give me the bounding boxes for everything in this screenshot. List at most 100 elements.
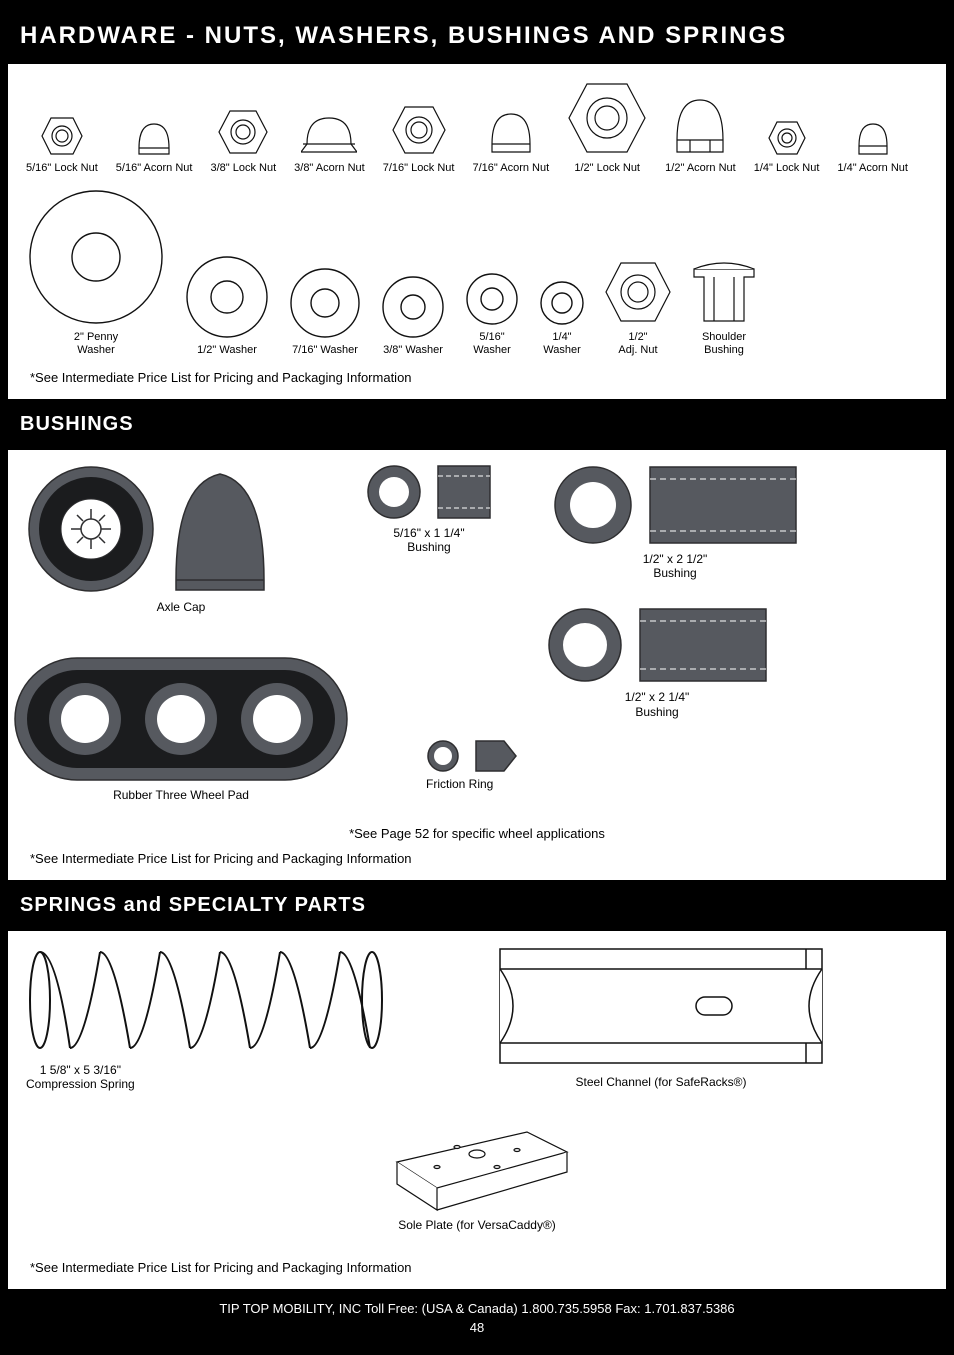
acorn-nut-7-16: 7/16" Acorn Nut <box>472 108 549 175</box>
acorn-nut-icon <box>855 120 891 158</box>
label: 1/4" Acorn Nut <box>837 162 908 175</box>
label: Shoulder Bushing <box>702 331 746 357</box>
lock-nut-7-16: 7/16" Lock Nut <box>383 102 455 175</box>
friction-ring-side-icon <box>474 739 518 773</box>
label: 1 5/8" x 5 3/16" Compression Spring <box>26 1063 135 1092</box>
friction-ring: Friction Ring <box>426 739 928 791</box>
label: 5/16" Acorn Nut <box>116 162 193 175</box>
bushing-sleeve-icon <box>638 607 768 683</box>
footer-fax-label: Fax: <box>615 1301 644 1316</box>
rubber-three-wheel-pad: Rubber Three Wheel Pad <box>26 654 336 802</box>
bushing-ring-icon <box>546 606 624 684</box>
acorn-nut-icon <box>486 108 536 158</box>
lock-nut-1-4: 1/4" Lock Nut <box>754 118 820 175</box>
adj-nut-1-2: 1/2" Adj. Nut <box>604 257 672 357</box>
lock-nut-3-8: 3/8" Lock Nut <box>210 106 276 175</box>
hex-nut-icon <box>604 257 672 327</box>
label: 1/2" x 2 1/4" Bushing <box>625 690 690 719</box>
label: 7/16" Lock Nut <box>383 162 455 175</box>
axle-cap-side-icon <box>170 464 270 594</box>
acorn-nut-5-16: 5/16" Acorn Nut <box>116 118 193 175</box>
label: 1/4" Lock Nut <box>754 162 820 175</box>
footer-phone: 1.800.735.5958 <box>521 1301 615 1316</box>
washer-icon <box>538 279 586 327</box>
label: 5/16" Lock Nut <box>26 162 98 175</box>
label: 5/16" x 1 1/4" Bushing <box>393 526 464 555</box>
price-note-1: *See Intermediate Price List for Pricing… <box>30 370 928 385</box>
axle-cap-side <box>170 464 270 594</box>
friction-ring-icon <box>426 739 460 773</box>
shoulder-bushing: Shoulder Bushing <box>690 255 758 357</box>
axle-cap-label: Axle Cap <box>26 600 336 614</box>
washer-icon <box>26 187 166 327</box>
section-title-springs: SPRINGS and SPECIALTY PARTS <box>8 880 946 931</box>
title-text-1: HARDWARE - NUTS, WASHERS, BUSHINGS AND S… <box>20 22 787 49</box>
washer-icon <box>464 271 520 327</box>
bushing-1-2-med: 1/2" x 2 1/4" Bushing <box>546 606 768 719</box>
steel-channel-icon <box>496 945 826 1067</box>
bushing-sleeve-icon <box>648 465 798 545</box>
panel-nuts-washers: 5/16" Lock Nut 5/16" Acorn Nut 3/8" Lock… <box>8 64 946 399</box>
label: 1/2" Adj. Nut <box>618 331 657 357</box>
washer-icon <box>380 274 446 340</box>
acorn-nut-icon <box>135 118 173 158</box>
hex-nut-icon <box>391 102 447 158</box>
panel-bushings: Axle Cap Rubber Three Wheel Pad <box>8 450 946 880</box>
bushing-ring-icon <box>366 464 422 520</box>
label: 3/8" Acorn Nut <box>294 162 365 175</box>
acorn-nut-icon <box>301 112 357 158</box>
acorn-nut-icon <box>671 94 729 158</box>
hex-nut-icon <box>40 114 84 158</box>
hex-nut-icon <box>567 78 647 158</box>
section-title-hardware: HARDWARE - NUTS, WASHERS, BUSHINGS AND S… <box>8 8 946 64</box>
title-text-2: BUSHINGS <box>20 413 134 435</box>
three-wheel-pad-icon <box>11 654 351 784</box>
shoulder-bushing-icon <box>690 255 758 327</box>
acorn-nut-1-2: 1/2" Acorn Nut <box>665 94 736 175</box>
washer-1-4: 1/4" Washer <box>538 279 586 357</box>
label: 7/16" Acorn Nut <box>472 162 549 175</box>
label: Sole Plate (for VersaCaddy®) <box>398 1218 556 1232</box>
label: 2" Penny Washer <box>74 331 118 357</box>
wheel-note: *See Page 52 for specific wheel applicat… <box>26 826 928 841</box>
sole-plate: Sole Plate (for VersaCaddy®) <box>367 1112 587 1232</box>
title-text-3: SPRINGS and SPECIALTY PARTS <box>20 894 366 916</box>
hex-nut-icon <box>767 118 807 158</box>
label: Rubber Three Wheel Pad <box>113 788 249 802</box>
footer-company: TIP TOP MOBILITY, INC <box>219 1301 364 1316</box>
footer-phone-label: Toll Free: (USA & Canada) <box>365 1301 522 1316</box>
axle-cap-icon <box>26 464 156 594</box>
washer-icon <box>184 254 270 340</box>
lock-nut-1-2: 1/2" Lock Nut <box>567 78 647 175</box>
washer-7-16: 7/16" Washer <box>288 266 362 357</box>
penny-washer-2: 2" Penny Washer <box>26 187 166 357</box>
footer: TIP TOP MOBILITY, INC Toll Free: (USA & … <box>8 1289 946 1347</box>
label: 3/8" Lock Nut <box>210 162 276 175</box>
washer-icon <box>288 266 362 340</box>
washer-1-2: 1/2" Washer <box>184 254 270 357</box>
bushing-ring-icon <box>552 464 634 546</box>
washers-row: 2" Penny Washer 1/2" Washer 7/16" Washer <box>26 187 928 357</box>
panel-springs: 1 5/8" x 5 3/16" Compression Spring Ste <box>8 931 946 1289</box>
washer-5-16: 5/16" Washer <box>464 271 520 357</box>
label: Steel Channel (for SafeRacks®) <box>576 1075 747 1089</box>
spring-icon <box>26 945 386 1055</box>
axle-cap <box>26 464 156 594</box>
page-number: 48 <box>8 1320 946 1335</box>
lock-nut-5-16: 5/16" Lock Nut <box>26 114 98 175</box>
compression-spring: 1 5/8" x 5 3/16" Compression Spring <box>26 945 386 1092</box>
label: 1/2" Lock Nut <box>574 162 640 175</box>
label: Friction Ring <box>426 777 493 791</box>
acorn-nut-3-8: 3/8" Acorn Nut <box>294 112 365 175</box>
price-note-2: *See Intermediate Price List for Pricing… <box>30 851 928 866</box>
sole-plate-icon <box>377 1112 577 1212</box>
label: 3/8" Washer <box>383 344 443 357</box>
price-note-3: *See Intermediate Price List for Pricing… <box>30 1260 928 1275</box>
bushing-1-2-long: 1/2" x 2 1/2" Bushing <box>552 464 798 581</box>
label: 1/2" Acorn Nut <box>665 162 736 175</box>
steel-channel: Steel Channel (for SafeRacks®) <box>496 945 826 1089</box>
label: 1/2" x 2 1/2" Bushing <box>643 552 708 581</box>
label: 7/16" Washer <box>292 344 358 357</box>
label: 1/2" Washer <box>197 344 257 357</box>
hex-nut-icon <box>217 106 269 158</box>
